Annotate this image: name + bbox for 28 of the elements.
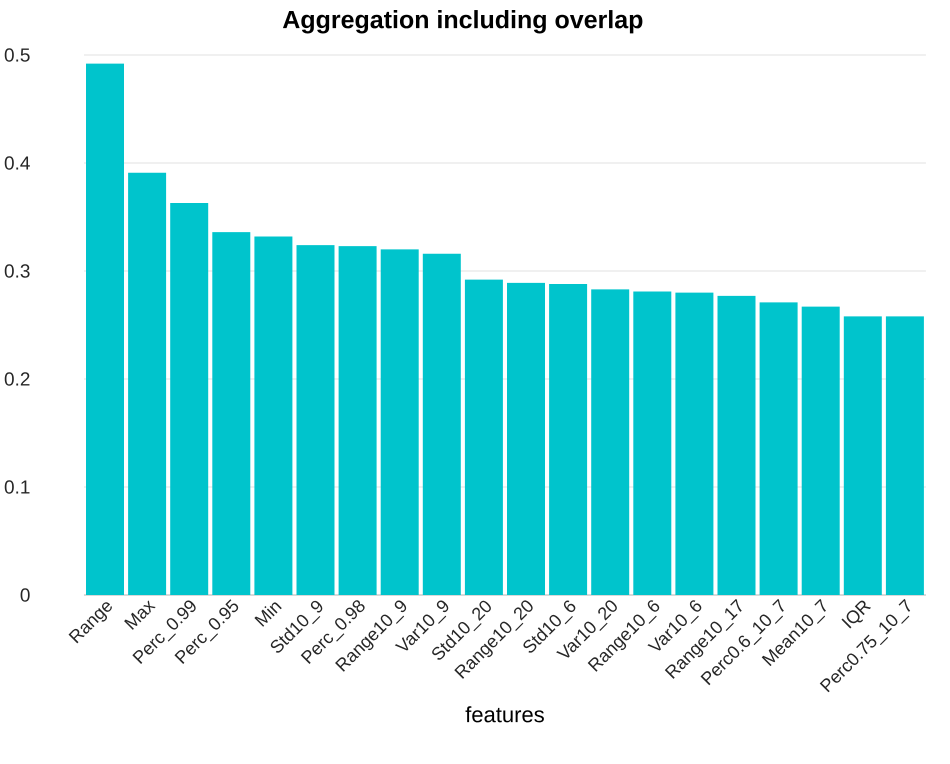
bar	[675, 292, 714, 595]
bar	[338, 246, 377, 595]
y-tick-label: 0.1	[4, 480, 30, 494]
bar	[464, 280, 503, 595]
bar	[549, 284, 588, 595]
bar	[380, 249, 419, 595]
y-tick-label: 0	[20, 588, 30, 602]
bar	[718, 296, 756, 595]
bar	[212, 232, 250, 595]
bar	[86, 64, 124, 595]
y-tick-label: 0.2	[4, 372, 30, 386]
y-tick-label: 0.3	[4, 264, 30, 278]
bar	[170, 202, 208, 595]
bar	[507, 282, 546, 595]
bar	[591, 289, 630, 595]
bar	[296, 245, 335, 595]
y-tick-label: 0.5	[4, 48, 30, 62]
bar	[844, 316, 882, 595]
x-axis-title: features	[466, 706, 544, 722]
bar	[128, 172, 166, 595]
chart-title: Aggregation including overlap	[282, 10, 642, 34]
y-tick-label: 0.4	[4, 156, 30, 170]
bar	[254, 236, 292, 595]
bar	[760, 302, 798, 595]
bar	[886, 316, 924, 595]
bar	[633, 292, 672, 595]
bar	[802, 306, 840, 595]
bar	[422, 254, 461, 595]
